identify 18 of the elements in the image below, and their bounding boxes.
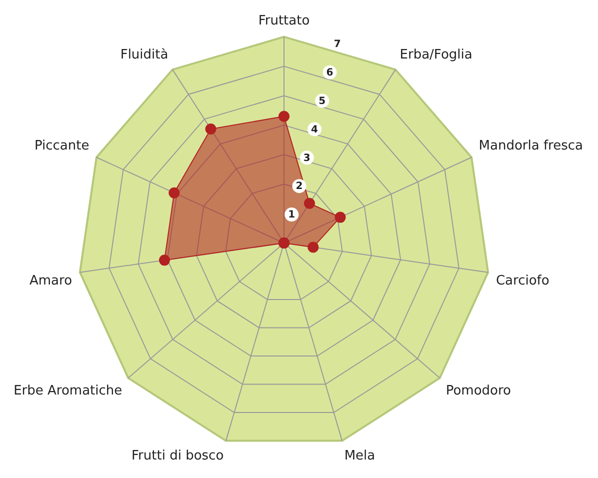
spoke-label: Mela (344, 448, 376, 464)
spoke-label: Pomodoro (446, 383, 512, 398)
y-tick-label: 2 (296, 181, 303, 192)
spoke-label: Frutti di bosco (132, 448, 224, 464)
y-tick-label: 1 (288, 210, 296, 221)
spoke-label: Erba/Foglia (400, 47, 472, 62)
spoke-label: Erbe Aromatiche (14, 383, 122, 398)
spoke-label: Piccante (34, 138, 90, 154)
y-tick-label: 6 (326, 67, 334, 78)
spoke-label: Mandorla fresca (478, 138, 583, 154)
y-tick-label: 3 (303, 152, 310, 164)
spoke-label: Amaro (29, 274, 72, 289)
spoke-label: Carciofo (496, 274, 550, 289)
y-tick-label: 7 (334, 38, 341, 50)
y-tick-label: 4 (311, 124, 318, 136)
spoke-label: Fruttato (258, 13, 310, 28)
y-tick-label: 5 (318, 96, 326, 107)
spoke-label: Fluidità (120, 47, 168, 62)
